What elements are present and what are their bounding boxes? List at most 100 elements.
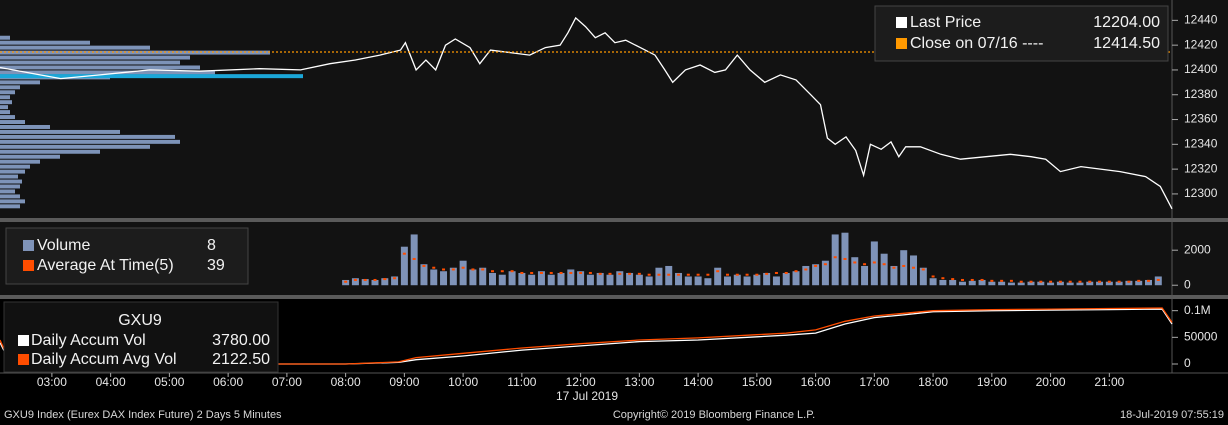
volume-bar: [851, 257, 859, 286]
avg-dot: [990, 279, 994, 282]
profile-bar: [0, 85, 20, 90]
avg-dot: [657, 273, 661, 276]
volume-bar: [802, 265, 810, 286]
profile-bar: [0, 199, 25, 204]
volume-bar: [596, 272, 604, 286]
avg-dot: [1137, 279, 1141, 282]
avg-dot: [843, 257, 847, 260]
volume-bar: [733, 274, 741, 286]
profile-bar: [0, 169, 25, 174]
x-tick-label: 11:00: [507, 375, 536, 389]
volume-bar: [400, 246, 408, 286]
volume-bar: [537, 271, 545, 286]
x-tick-label: 19:00: [977, 375, 1007, 389]
profile-bar: [0, 65, 200, 70]
y-tick-label: 2000: [1184, 242, 1211, 256]
legend-label: Last Price: [910, 14, 981, 31]
profile-bar: [0, 139, 180, 144]
avg-dot: [833, 256, 837, 259]
y-tick-label: 12400: [1184, 62, 1218, 76]
avg-dot: [745, 273, 749, 276]
profile-bar: [0, 55, 190, 60]
legend-swatch: [896, 38, 907, 49]
legend-value: 2122.50: [212, 351, 270, 368]
x-tick-label: 15:00: [742, 375, 772, 389]
profile-bar: [0, 60, 180, 65]
avg-dot: [706, 273, 710, 276]
volume-bar: [694, 276, 702, 286]
volume-bar: [361, 279, 369, 286]
profile-bar: [0, 110, 10, 115]
volume-bar: [577, 271, 585, 286]
panel-divider: [0, 295, 1228, 299]
panel-divider: [0, 218, 1228, 222]
avg-dot: [412, 257, 416, 260]
volume-bar: [567, 269, 575, 286]
volume-bar: [910, 255, 918, 286]
x-tick-label: 16:00: [801, 375, 831, 389]
x-tick-label: 03:00: [37, 375, 67, 389]
volume-bar: [1037, 281, 1045, 286]
x-tick-label: 04:00: [96, 375, 126, 389]
volume-bar: [753, 274, 761, 286]
volume-bar: [586, 274, 594, 286]
avg-dot: [628, 272, 632, 275]
x-tick-label: 14:00: [683, 375, 713, 389]
avg-dot: [618, 272, 622, 275]
avg-dot: [569, 271, 573, 274]
avg-dot: [1039, 280, 1043, 283]
profile-bar: [0, 134, 175, 139]
legend-value: 12204.00: [1093, 14, 1160, 31]
legend-value: 3780.00: [212, 332, 270, 349]
avg-dot: [784, 271, 788, 274]
volume-bar: [459, 260, 467, 286]
volume-bar: [978, 279, 986, 286]
profile-bar: [0, 35, 10, 40]
legend-swatch: [18, 335, 29, 346]
volume-bar: [557, 272, 565, 286]
legend-swatch: [896, 17, 907, 28]
volume-bar: [684, 276, 692, 286]
volume-bar: [645, 276, 653, 286]
series-line: [0, 16, 1173, 210]
y-tick-label: 12380: [1184, 87, 1218, 101]
avg-dot: [451, 268, 455, 271]
profile-bar: [0, 105, 8, 110]
x-tick-label: 20:00: [1036, 375, 1066, 389]
volume-bar: [381, 278, 389, 286]
avg-dot: [931, 275, 935, 278]
avg-dot: [539, 271, 543, 274]
volume-bar: [831, 234, 839, 286]
avg-dot: [530, 271, 534, 274]
profile-bar: [0, 124, 50, 129]
avg-dot: [814, 264, 818, 267]
volume-bar: [430, 269, 438, 286]
volume-bar: [420, 264, 428, 286]
volume-bar: [1135, 280, 1143, 286]
volume-bar: [821, 260, 829, 286]
volume-bar: [498, 274, 506, 286]
legend-title: GXU9: [118, 312, 162, 329]
profile-bar: [0, 129, 120, 134]
y-tick-label: 12360: [1184, 112, 1218, 126]
series-line: [0, 308, 1173, 365]
avg-dot: [1058, 280, 1062, 283]
volume-bar: [1115, 281, 1123, 286]
x-tick-label: 12:00: [566, 375, 596, 389]
volume-bar: [880, 253, 888, 286]
volume-bar: [929, 278, 937, 286]
avg-dot: [598, 272, 602, 275]
avg-dot: [970, 278, 974, 281]
volume-bar: [1145, 279, 1153, 286]
volume-bar: [616, 271, 624, 286]
profile-bar: [0, 95, 10, 100]
avg-dot: [1009, 279, 1013, 282]
avg-dot: [716, 270, 720, 273]
poc-line: [0, 74, 303, 79]
x-tick-label: 07:00: [272, 375, 302, 389]
volume-bar: [606, 274, 614, 286]
y-tick-label: 0: [1184, 356, 1191, 370]
volume-bar: [508, 271, 516, 286]
avg-dot: [559, 271, 563, 274]
